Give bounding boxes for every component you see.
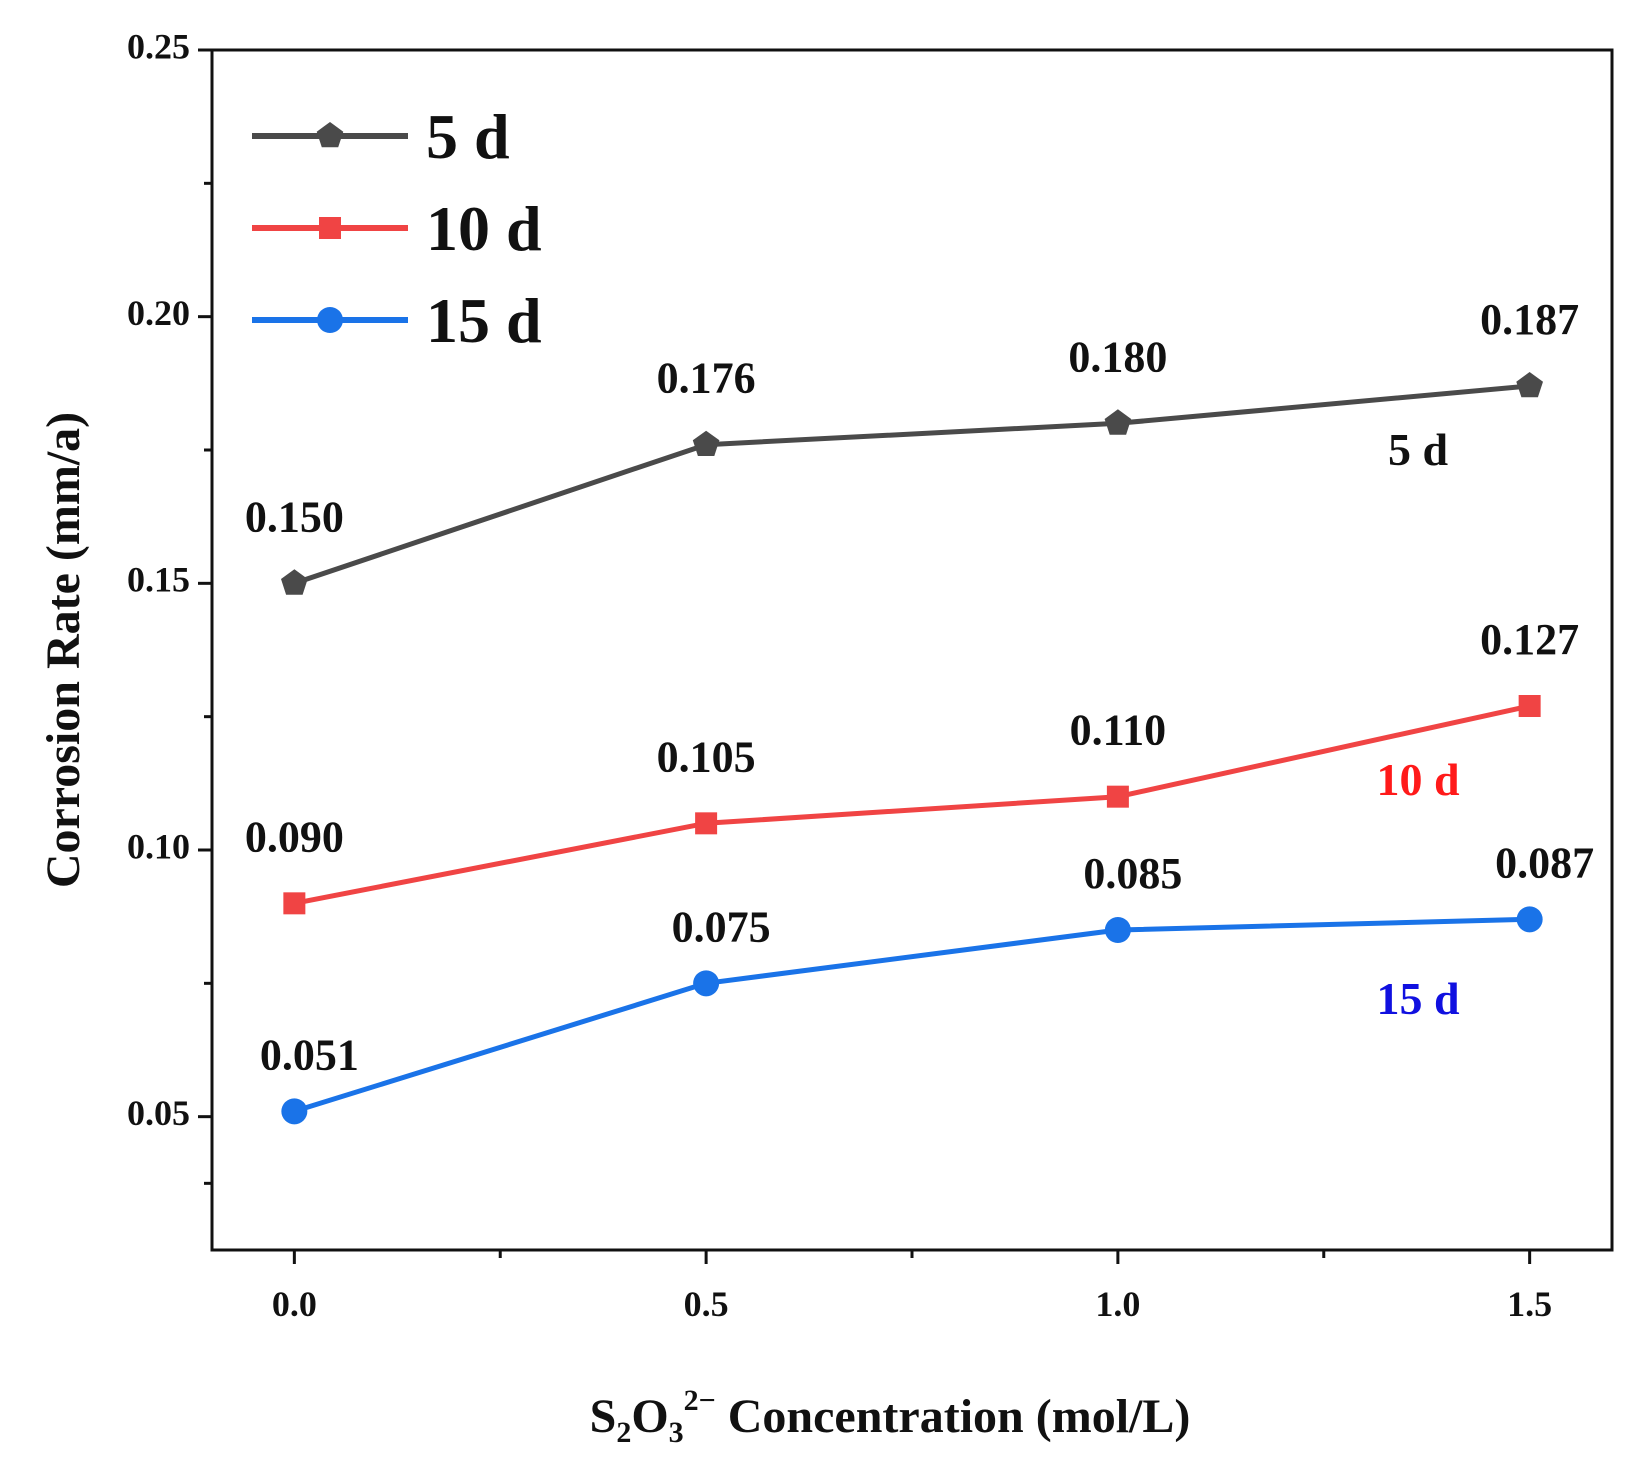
data-label: 0.087 — [1495, 838, 1594, 887]
legend-label-0: 5 d — [426, 101, 510, 172]
series-layer — [281, 372, 1543, 1125]
data-point — [1516, 906, 1543, 933]
legend-label-2: 15 d — [426, 285, 542, 356]
x-axis-title-base: S — [590, 1390, 617, 1443]
x-tick-label: 1.0 — [1095, 1284, 1140, 1324]
x-axis-title-mid: O — [631, 1390, 668, 1443]
legend-marker-1 — [319, 217, 341, 239]
data-point — [693, 970, 720, 997]
series-line-1 — [293, 703, 1531, 906]
data-label: 0.090 — [245, 812, 344, 861]
y-tick-label: 0.20 — [127, 293, 190, 333]
data-point — [281, 569, 308, 595]
x-axis-title-sup: 2− — [684, 1384, 716, 1417]
y-tick-label: 0.15 — [127, 560, 190, 600]
data-label: 0.105 — [657, 732, 756, 781]
data-label: 0.051 — [260, 1030, 359, 1079]
series-tag-2: 15 d — [1376, 973, 1460, 1024]
data-point — [1106, 785, 1129, 808]
legend-marker-0 — [316, 122, 344, 148]
x-axis-title-rest: Concentration (mol/L) — [716, 1390, 1191, 1443]
series-line-2 — [293, 916, 1530, 1114]
data-label: 0.127 — [1480, 615, 1579, 664]
x-tick-label: 0.0 — [272, 1284, 317, 1324]
data-labels: 0.150 0.176 0.180 0.187 0.090 0.105 0.110 0.127… — [245, 295, 1594, 1079]
x-axis-title-sub2: 3 — [669, 1416, 684, 1449]
data-label: 0.075 — [672, 902, 771, 951]
data-point — [1518, 695, 1541, 717]
data-point — [283, 892, 306, 915]
data-point — [1516, 372, 1543, 398]
data-point — [695, 812, 718, 835]
data-point — [281, 1098, 308, 1125]
legend: 5 d 10 d 15 d — [252, 101, 542, 356]
series-line-0 — [293, 383, 1530, 586]
data-label: 0.110 — [1070, 706, 1167, 755]
data-point — [1104, 409, 1132, 435]
data-label: 0.085 — [1083, 849, 1182, 898]
series-tag-0: 5 d — [1388, 424, 1449, 475]
y-axis-title: Corrosion Rate (mm/a) — [37, 412, 90, 888]
data-point — [1104, 917, 1131, 943]
x-axis-title-sub1: 2 — [616, 1416, 631, 1449]
y-tick-label: 0.25 — [127, 26, 190, 66]
x-axis: 0.0 0.5 1.0 1.5 — [272, 1250, 1552, 1324]
data-label: 0.180 — [1068, 332, 1167, 381]
series-tag-1: 10 d — [1376, 754, 1460, 805]
series-tags: 5 d 10 d 15 d — [1376, 424, 1460, 1024]
data-label: 0.187 — [1480, 295, 1579, 344]
x-tick-label: 0.5 — [684, 1284, 729, 1324]
x-tick-label: 1.5 — [1507, 1284, 1552, 1324]
legend-marker-2 — [317, 307, 343, 333]
y-tick-label: 0.10 — [127, 826, 190, 866]
data-label: 0.176 — [657, 354, 756, 403]
data-point — [692, 430, 720, 456]
y-tick-label: 0.05 — [127, 1093, 190, 1133]
legend-label-1: 10 d — [426, 193, 542, 264]
x-axis-title: S2O32− Concentration (mol/L) — [590, 1384, 1191, 1449]
data-label: 0.150 — [245, 492, 344, 541]
y-axis: 0.05 0.10 0.15 0.20 0.25 — [127, 26, 212, 1185]
